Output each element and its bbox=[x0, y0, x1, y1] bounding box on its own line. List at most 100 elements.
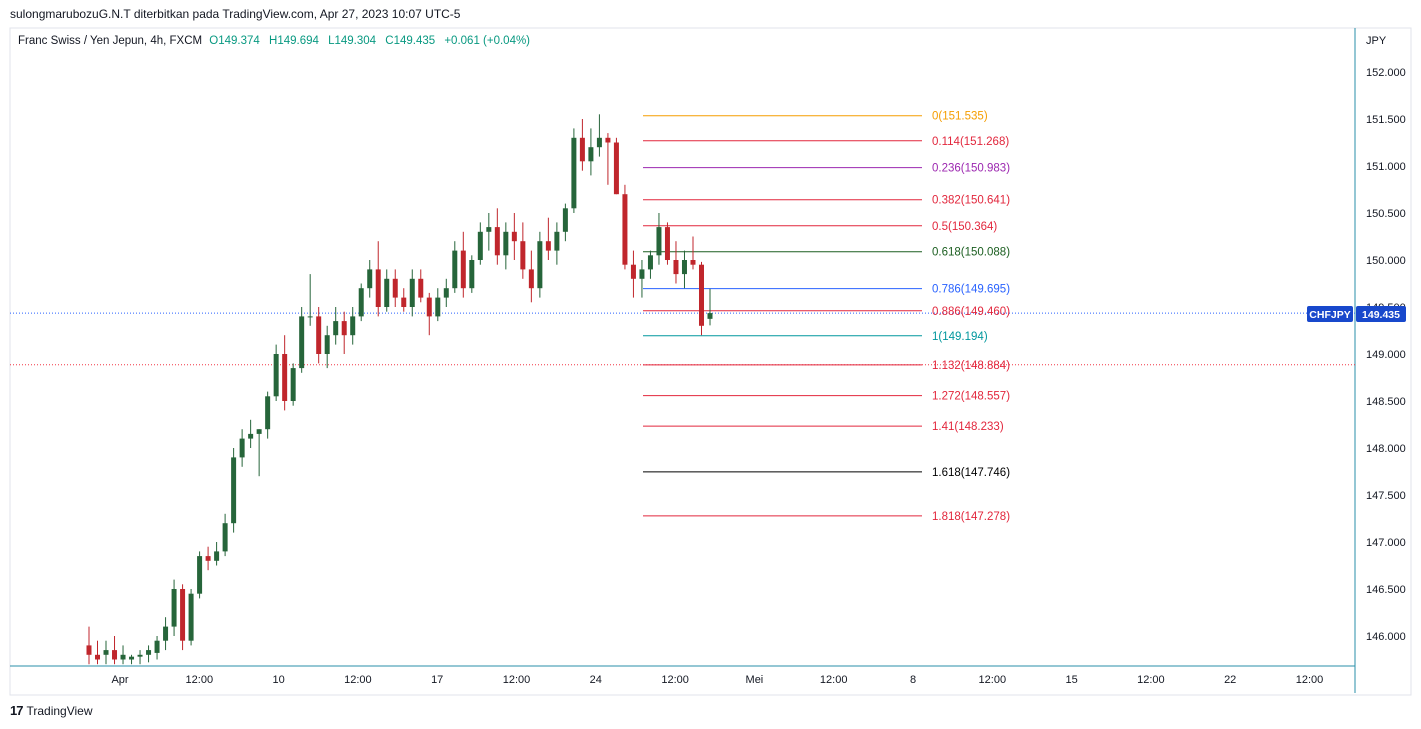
fib-level-ratio: 0.786 bbox=[932, 284, 961, 296]
candle-body bbox=[639, 269, 645, 279]
fib-level-open-paren: ( bbox=[948, 221, 952, 233]
candle-body bbox=[120, 654, 126, 660]
candle-body bbox=[588, 147, 594, 162]
candle-body bbox=[537, 241, 543, 289]
last-price-text: 149.435 bbox=[1362, 309, 1400, 321]
fib-level-price: 149.695 bbox=[965, 284, 1007, 296]
price-tick-label: 152.000 bbox=[1366, 67, 1406, 79]
time-tick-label: 12:00 bbox=[186, 674, 214, 686]
fib-level-close-paren: ) bbox=[984, 111, 988, 123]
candle-body bbox=[137, 654, 143, 657]
fib-level-price: 149.460 bbox=[965, 306, 1007, 318]
candle-body bbox=[494, 227, 500, 256]
fib-level-open-paren: ( bbox=[961, 360, 965, 372]
price-tick-label: 150.000 bbox=[1366, 255, 1406, 267]
fib-level-open-paren: ( bbox=[961, 247, 965, 259]
fibonacci-retracement[interactable]: 0(151.535)0.114(151.268)0.236(150.983)0.… bbox=[643, 111, 1010, 523]
candlestick-series bbox=[86, 114, 713, 665]
candle-body bbox=[163, 626, 169, 641]
fib-level-label: 1.618(147.746) bbox=[932, 467, 1010, 479]
candle-body bbox=[452, 250, 458, 289]
price-tick-label: 147.000 bbox=[1366, 537, 1406, 549]
chart-frame bbox=[9, 27, 1412, 696]
candle-body bbox=[673, 260, 679, 275]
fib-level-close-paren: ) bbox=[1006, 163, 1010, 175]
change-value: +0.061 (+0.04%) bbox=[444, 35, 531, 47]
last-price-tag bbox=[1356, 306, 1406, 322]
fib-level-ratio: 0.5 bbox=[932, 221, 948, 233]
candle-body bbox=[205, 556, 211, 561]
fib-level-ratio: 1.132 bbox=[932, 360, 961, 372]
fib-level-price: 151.268 bbox=[964, 136, 1006, 148]
price-tick-label: 147.500 bbox=[1366, 490, 1406, 502]
reference-lines bbox=[10, 312, 1355, 366]
candle-body bbox=[171, 589, 177, 627]
fib-level-ratio: 0.114 bbox=[932, 136, 961, 148]
candle-body bbox=[690, 260, 696, 265]
fib-level-label: 0.382(150.641) bbox=[932, 195, 1010, 207]
time-tick-label: 12:00 bbox=[661, 674, 689, 686]
fib-level-price: 147.278 bbox=[965, 511, 1007, 523]
time-tick-label: 24 bbox=[590, 674, 602, 686]
candle-body bbox=[112, 650, 118, 660]
candle-body bbox=[426, 297, 432, 317]
time-axis[interactable]: Apr 12:00 10 12:00 17 12:00 24 12:00 Mei 12:00 8 12… bbox=[111, 674, 1323, 686]
fib-level-close-paren: ) bbox=[1006, 195, 1010, 207]
candle-body bbox=[341, 321, 347, 336]
currency-label: JPY bbox=[1366, 35, 1387, 47]
publish-info: sulongmarubozuG.N.T diterbitkan pada Tra… bbox=[10, 7, 461, 21]
open-value: O149.374 bbox=[209, 35, 260, 47]
candle-body bbox=[707, 313, 713, 319]
fib-level-open-paren: ( bbox=[961, 511, 965, 523]
fib-level-label: 1.132(148.884) bbox=[932, 360, 1010, 372]
fib-level-open-paren: ( bbox=[961, 467, 965, 479]
candle-body bbox=[545, 241, 551, 251]
fib-level-ratio: 0.382 bbox=[932, 195, 961, 207]
price-tick-label: 151.500 bbox=[1366, 114, 1406, 126]
candle-body bbox=[409, 278, 415, 307]
high-value: H149.694 bbox=[269, 35, 319, 47]
candle-body bbox=[375, 269, 381, 307]
fib-level-price: 149.194 bbox=[942, 331, 984, 343]
fib-level-open-paren: ( bbox=[961, 163, 965, 175]
time-tick-label: 12:00 bbox=[820, 674, 848, 686]
ohlc-values: O149.374 H149.694 L149.304 C149.435 +0.0… bbox=[209, 35, 536, 47]
candle-body bbox=[282, 354, 288, 401]
candle-body bbox=[664, 227, 670, 260]
fib-level-price: 150.641 bbox=[965, 195, 1007, 207]
candle-body bbox=[239, 438, 245, 458]
fib-level-label: 1(149.194) bbox=[932, 331, 988, 343]
fib-level-close-paren: ) bbox=[984, 331, 988, 343]
fib-level-close-paren: ) bbox=[1000, 421, 1004, 433]
candle-body bbox=[511, 231, 517, 242]
fib-level-label: 1.818(147.278) bbox=[932, 511, 1010, 523]
fib-level-open-paren: ( bbox=[961, 306, 965, 318]
fib-level-label: 0.618(150.088) bbox=[932, 247, 1010, 259]
candle-body bbox=[265, 396, 271, 430]
fib-level-label: 0.236(150.983) bbox=[932, 163, 1010, 175]
candle-body bbox=[290, 368, 296, 401]
fib-level-label: 0.5(150.364) bbox=[932, 221, 997, 233]
time-tick-label: 12:00 bbox=[979, 674, 1007, 686]
candle-body bbox=[154, 640, 160, 653]
candle-body bbox=[299, 316, 305, 369]
candle-body bbox=[146, 650, 152, 655]
fib-level-open-paren: ( bbox=[961, 195, 965, 207]
price-tick-label: 146.000 bbox=[1366, 631, 1406, 643]
fib-level-label: 0(151.535) bbox=[932, 111, 988, 123]
time-tick-label: 22 bbox=[1224, 674, 1236, 686]
footer-brand: 17 TradingView bbox=[10, 703, 93, 718]
price-axis[interactable]: 152.000151.500151.000150.500150.000149.5… bbox=[1366, 67, 1406, 643]
symbol-tag bbox=[1307, 306, 1353, 322]
symbol-title: Franc Swiss / Yen Jepun, 4h, FXCM bbox=[18, 35, 203, 47]
time-tick-label: 12:00 bbox=[1137, 674, 1165, 686]
time-tick-label: 12:00 bbox=[344, 674, 372, 686]
fib-level-price: 150.983 bbox=[965, 163, 1007, 175]
candle-body bbox=[698, 264, 704, 326]
fib-level-open-paren: ( bbox=[954, 421, 958, 433]
fib-level-open-paren: ( bbox=[961, 284, 965, 296]
fib-level-ratio: 1.818 bbox=[932, 511, 961, 523]
candle-body bbox=[630, 264, 636, 279]
fib-level-open-paren: ( bbox=[960, 136, 964, 148]
